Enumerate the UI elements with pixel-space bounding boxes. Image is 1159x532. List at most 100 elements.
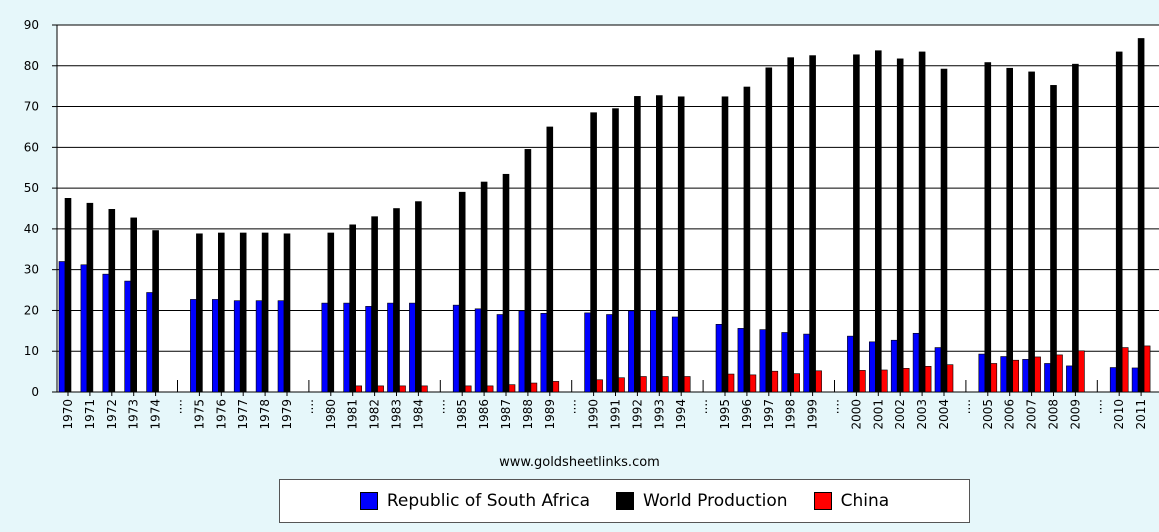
legend-label-world: World Production — [643, 491, 788, 511]
x-gap-label-5: .... — [828, 399, 842, 414]
bar-republic-of-south-africa-2001 — [868, 341, 876, 393]
bar-world-production-1984 — [415, 201, 422, 393]
bar-world-production-1977 — [239, 232, 247, 393]
bar-china-1995 — [727, 373, 735, 393]
bar-china-1983 — [399, 385, 406, 393]
bar-china-1993 — [661, 376, 669, 393]
x-tick-label-1982: 1982 — [368, 399, 382, 430]
legend-label-china: China — [840, 491, 890, 511]
bar-china-1981 — [355, 385, 363, 393]
bar-republic-of-south-africa-1991 — [606, 314, 613, 393]
bar-republic-of-south-africa-1971 — [80, 264, 88, 393]
x-tick-label-1979: 1979 — [280, 399, 294, 430]
bar-world-production-1976 — [218, 232, 225, 393]
x-tick-label-1981: 1981 — [346, 399, 360, 430]
bar-world-production-2001 — [874, 50, 882, 393]
y-tick-label-60: 60 — [24, 140, 39, 154]
y-tick-label-80: 80 — [24, 59, 39, 73]
bar-world-production-2005 — [984, 62, 992, 393]
bar-china-2001 — [880, 369, 888, 393]
bar-world-production-2007 — [1028, 71, 1035, 393]
x-tick-label-1970: 1970 — [61, 399, 75, 430]
x-tick-label-1988: 1988 — [521, 399, 535, 430]
bar-republic-of-south-africa-1980 — [321, 302, 329, 393]
x-tick-label-2000: 2000 — [849, 399, 863, 430]
bar-world-production-1980 — [327, 232, 335, 393]
x-gap-label-6: .... — [959, 399, 973, 414]
bar-world-production-1983 — [393, 208, 400, 393]
bar-world-production-1999 — [809, 55, 816, 393]
bar-world-production-1981 — [349, 224, 357, 393]
bar-world-production-2009 — [1072, 63, 1079, 393]
bar-world-production-2008 — [1050, 85, 1057, 393]
bar-world-production-2010 — [1115, 51, 1123, 393]
bar-world-production-1973 — [130, 217, 137, 393]
x-tick-label-1998: 1998 — [784, 399, 798, 430]
bar-republic-of-south-africa-1986 — [474, 308, 482, 393]
bar-world-production-2003 — [918, 51, 926, 393]
x-tick-label-2007: 2007 — [1025, 399, 1039, 430]
x-gap-label-7: .... — [1090, 399, 1104, 414]
bar-world-production-2004 — [940, 68, 948, 393]
bar-republic-of-south-africa-1985 — [452, 304, 460, 393]
bar-china-2010 — [1121, 347, 1129, 393]
bar-china-1997 — [771, 370, 779, 393]
bar-china-1998 — [793, 373, 801, 393]
x-tick-label-1980: 1980 — [324, 399, 338, 430]
x-gap-label-1: .... — [302, 399, 316, 414]
y-tick-label-90: 90 — [24, 18, 39, 32]
x-tick-label-1991: 1991 — [609, 399, 623, 430]
x-tick-label-1989: 1989 — [543, 399, 557, 430]
bar-republic-of-south-africa-2002 — [890, 339, 898, 393]
bar-china-2011 — [1143, 345, 1151, 393]
bar-republic-of-south-africa-1981 — [343, 302, 351, 393]
x-tick-label-2009: 2009 — [1068, 399, 1082, 430]
x-tick-label-1974: 1974 — [149, 399, 163, 430]
x-tick-label-2001: 2001 — [871, 399, 885, 430]
bar-world-production-2002 — [896, 58, 904, 393]
x-tick-label-1987: 1987 — [499, 399, 513, 430]
bar-world-production-1987 — [502, 173, 510, 393]
bar-china-2006 — [1012, 359, 1020, 393]
bar-republic-of-south-africa-1994 — [671, 316, 679, 393]
x-tick-label-1976: 1976 — [214, 399, 228, 430]
x-gap-label-4: .... — [696, 399, 710, 414]
x-tick-label-2003: 2003 — [915, 399, 929, 430]
bar-china-1991 — [618, 377, 625, 393]
bar-world-production-1970 — [64, 198, 72, 393]
bar-world-production-2000 — [853, 54, 860, 393]
bar-china-1988 — [530, 382, 538, 393]
x-tick-label-1996: 1996 — [740, 399, 754, 430]
legend-item-china: China — [813, 491, 890, 511]
bar-world-production-1990 — [590, 112, 597, 393]
bar-world-production-1978 — [261, 232, 269, 393]
bar-world-production-2011 — [1137, 38, 1145, 393]
bar-world-production-1974 — [152, 230, 159, 393]
x-tick-label-1973: 1973 — [127, 399, 141, 430]
x-tick-label-2004: 2004 — [937, 399, 951, 430]
bar-china-2008 — [1056, 354, 1063, 393]
bar-world-production-1991 — [612, 108, 619, 393]
y-tick-label-40: 40 — [24, 222, 39, 236]
bar-world-production-1971 — [86, 202, 94, 393]
bar-china-1996 — [749, 374, 757, 393]
bar-china-1992 — [640, 376, 647, 393]
x-tick-label-1972: 1972 — [105, 399, 119, 430]
bar-republic-of-south-africa-2011 — [1131, 367, 1139, 393]
legend: Republic of South Africa World Productio… — [279, 479, 970, 523]
x-tick-label-1997: 1997 — [762, 399, 776, 430]
bar-republic-of-south-africa-2008 — [1044, 363, 1051, 393]
bar-china-1990 — [596, 379, 603, 393]
x-tick-label-2005: 2005 — [981, 399, 995, 430]
source-text: www.goldsheetlinks.com — [499, 455, 660, 470]
bar-republic-of-south-africa-2006 — [1000, 356, 1008, 393]
bar-republic-of-south-africa-1984 — [409, 302, 416, 393]
bar-republic-of-south-africa-1977 — [233, 300, 241, 393]
bar-world-production-1985 — [458, 191, 466, 393]
x-tick-label-1983: 1983 — [390, 399, 404, 430]
x-tick-label-1992: 1992 — [630, 399, 644, 430]
x-tick-label-1999: 1999 — [806, 399, 820, 430]
x-tick-label-1995: 1995 — [718, 399, 732, 430]
bar-world-production-1982 — [371, 216, 378, 393]
